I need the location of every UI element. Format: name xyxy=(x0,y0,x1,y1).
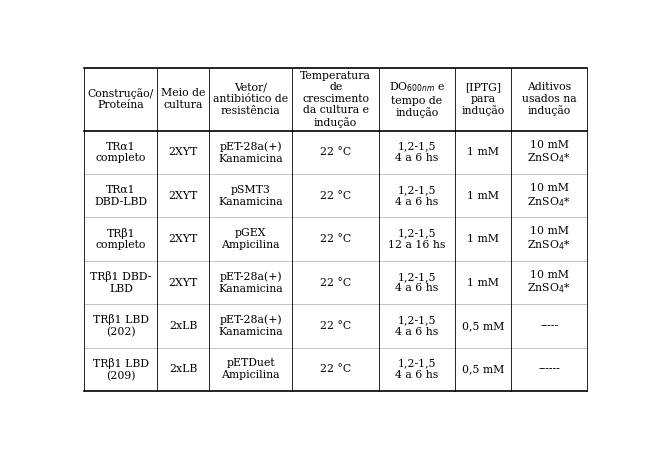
Text: 1,2-1,5
4 a 6 hs: 1,2-1,5 4 a 6 hs xyxy=(395,141,438,163)
Text: 10 mM
ZnSO$_{4}$*: 10 mM ZnSO$_{4}$* xyxy=(527,226,571,252)
Text: [IPTG]
para
indução: [IPTG] para indução xyxy=(461,82,504,116)
Text: ------: ------ xyxy=(538,364,560,374)
Text: 22 °C: 22 °C xyxy=(320,191,351,201)
Text: 22 °C: 22 °C xyxy=(320,147,351,158)
Text: 1,2-1,5
4 a 6 hs: 1,2-1,5 4 a 6 hs xyxy=(395,358,438,380)
Text: 1 mM: 1 mM xyxy=(467,234,499,244)
Text: TRα1
DBD-LBD: TRα1 DBD-LBD xyxy=(94,185,147,207)
Text: 10 mM
ZnSO$_{4}$*: 10 mM ZnSO$_{4}$* xyxy=(527,183,571,209)
Text: pET-28a(+)
Kanamicina: pET-28a(+) Kanamicina xyxy=(218,141,283,163)
Text: 1,2-1,5
4 a 6 hs: 1,2-1,5 4 a 6 hs xyxy=(395,315,438,337)
Text: 1 mM: 1 mM xyxy=(467,191,499,201)
Text: 0,5 mM: 0,5 mM xyxy=(462,364,504,374)
Text: 0,5 mM: 0,5 mM xyxy=(462,321,504,331)
Text: pGEX
Ampicilina: pGEX Ampicilina xyxy=(221,229,280,250)
Text: 2xLB: 2xLB xyxy=(169,364,197,374)
Text: 22 °C: 22 °C xyxy=(320,277,351,287)
Text: 1,2-1,5
4 a 6 hs: 1,2-1,5 4 a 6 hs xyxy=(395,272,438,293)
Text: 2XYT: 2XYT xyxy=(168,191,198,201)
Text: 22 °C: 22 °C xyxy=(320,321,351,331)
Text: 10 mM
ZnSO$_{4}$*: 10 mM ZnSO$_{4}$* xyxy=(527,140,571,165)
Text: 10 mM
ZnSO$_{4}$*: 10 mM ZnSO$_{4}$* xyxy=(527,270,571,295)
Text: TRα1
completo: TRα1 completo xyxy=(96,141,146,163)
Text: Aditivos
usados na
indução: Aditivos usados na indução xyxy=(522,82,576,116)
Text: TRβ1
completo: TRβ1 completo xyxy=(96,228,146,251)
Text: DO$_{600nm}$ e
tempo de
indução: DO$_{600nm}$ e tempo de indução xyxy=(388,80,445,118)
Text: 22 °C: 22 °C xyxy=(320,364,351,374)
Text: pET-28a(+)
Kanamicina: pET-28a(+) Kanamicina xyxy=(218,315,283,337)
Text: TRβ1 DBD-
LBD: TRβ1 DBD- LBD xyxy=(90,271,151,294)
Text: 2XYT: 2XYT xyxy=(168,277,198,287)
Text: 2XYT: 2XYT xyxy=(168,234,198,244)
Text: 1,2-1,5
4 a 6 hs: 1,2-1,5 4 a 6 hs xyxy=(395,185,438,207)
Text: pETDuet
Ampicilina: pETDuet Ampicilina xyxy=(221,358,280,380)
Text: 1,2-1,5
12 a 16 hs: 1,2-1,5 12 a 16 hs xyxy=(388,229,445,250)
Text: 2xLB: 2xLB xyxy=(169,321,197,331)
Text: Meio de
cultura: Meio de cultura xyxy=(161,88,205,110)
Text: 1 mM: 1 mM xyxy=(467,277,499,287)
Text: 2XYT: 2XYT xyxy=(168,147,198,158)
Text: TRβ1 LBD
(202): TRβ1 LBD (202) xyxy=(93,314,149,337)
Text: -----: ----- xyxy=(540,321,558,331)
Text: Construção/
Proteína: Construção/ Proteína xyxy=(88,88,154,110)
Text: Vetor/
antibiótico de
resistência: Vetor/ antibiótico de resistência xyxy=(213,83,288,116)
Text: pSMT3
Kanamicina: pSMT3 Kanamicina xyxy=(218,185,283,207)
Text: pET-28a(+)
Kanamicina: pET-28a(+) Kanamicina xyxy=(218,272,283,294)
Text: 1 mM: 1 mM xyxy=(467,147,499,158)
Text: Temperatura
de
crescimento
da cultura e
indução: Temperatura de crescimento da cultura e … xyxy=(300,70,371,128)
Text: TRβ1 LBD
(209): TRβ1 LBD (209) xyxy=(93,358,149,381)
Text: 22 °C: 22 °C xyxy=(320,234,351,244)
